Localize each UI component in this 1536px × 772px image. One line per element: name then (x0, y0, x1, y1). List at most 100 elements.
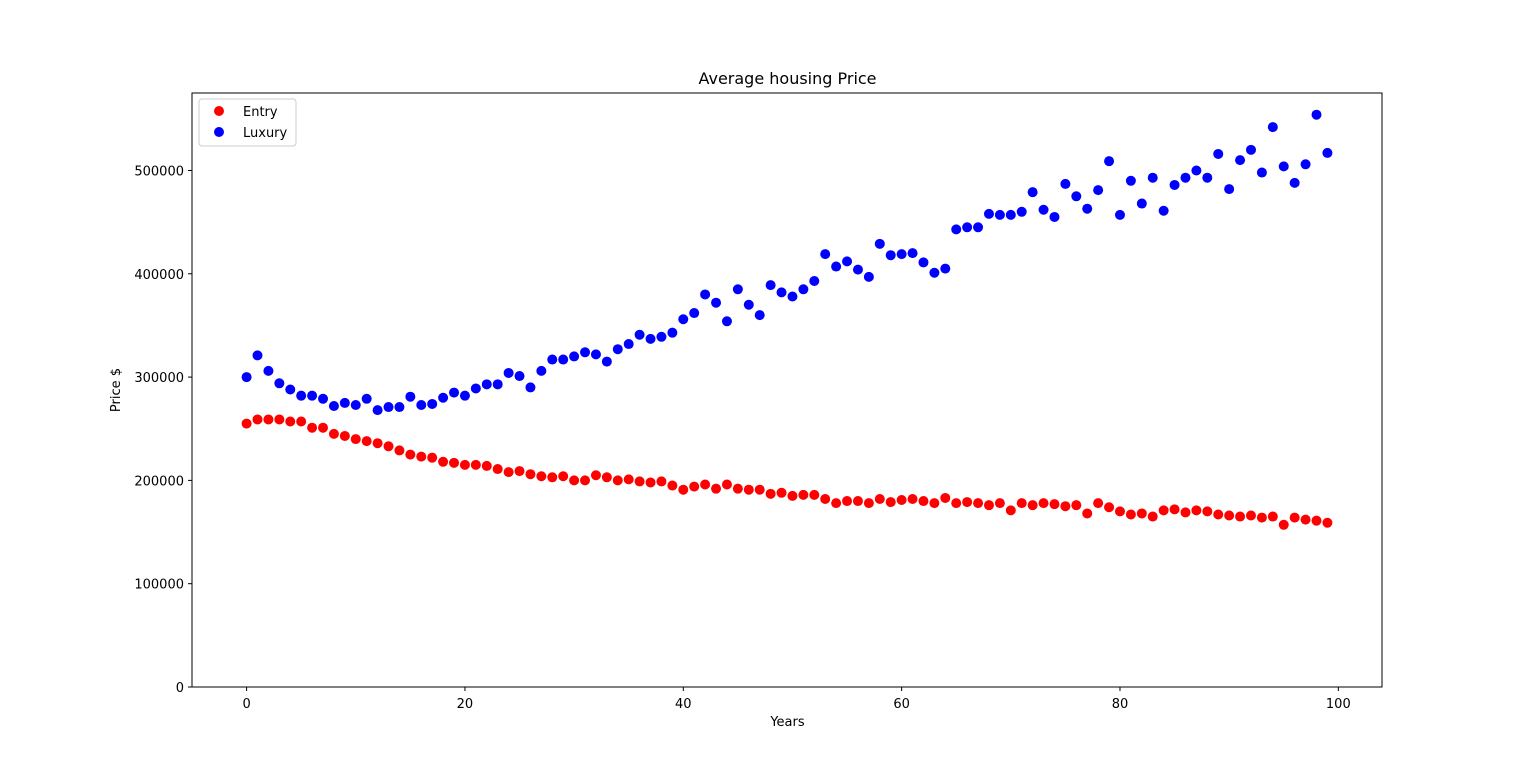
point-luxury-25 (514, 371, 525, 382)
point-entry-94 (1267, 511, 1278, 522)
point-entry-24 (503, 467, 514, 478)
x-tick-label: 60 (893, 697, 910, 712)
point-entry-39 (667, 480, 678, 491)
point-entry-62 (918, 496, 929, 507)
point-entry-12 (372, 438, 383, 449)
point-luxury-30 (569, 351, 580, 362)
point-luxury-52 (809, 276, 820, 287)
point-luxury-64 (940, 263, 951, 274)
plot-frame (191, 92, 1383, 688)
point-entry-35 (623, 474, 634, 485)
point-entry-20 (459, 459, 470, 470)
y-tick-label: 100000 (134, 578, 184, 593)
point-entry-60 (896, 495, 907, 506)
point-luxury-87 (1191, 165, 1202, 176)
point-entry-18 (438, 456, 449, 467)
point-entry-86 (1180, 507, 1191, 518)
point-entry-48 (765, 488, 776, 499)
point-luxury-20 (459, 390, 470, 401)
point-luxury-36 (634, 329, 645, 340)
point-entry-73 (1038, 498, 1049, 509)
point-luxury-73 (1038, 204, 1049, 215)
point-luxury-62 (918, 257, 929, 268)
point-luxury-63 (929, 267, 940, 278)
legend-marker-luxury (214, 127, 224, 137)
point-luxury-71 (1016, 206, 1027, 217)
point-entry-16 (416, 451, 427, 462)
point-luxury-75 (1060, 178, 1071, 189)
point-entry-47 (754, 484, 765, 495)
point-luxury-51 (798, 284, 809, 295)
y-tick-label: 500000 (134, 164, 184, 179)
point-entry-17 (427, 452, 438, 463)
point-entry-29 (558, 471, 569, 482)
point-luxury-88 (1202, 172, 1213, 183)
point-entry-40 (678, 484, 689, 495)
point-entry-92 (1245, 510, 1256, 521)
point-luxury-70 (1005, 209, 1016, 220)
point-luxury-78 (1093, 185, 1104, 196)
point-luxury-42 (700, 289, 711, 300)
point-luxury-81 (1125, 175, 1136, 186)
point-luxury-16 (416, 399, 427, 410)
point-entry-45 (732, 483, 743, 494)
point-entry-55 (842, 496, 853, 507)
point-luxury-54 (831, 261, 842, 272)
y-axis: 0 100000 200000 300000 400000 500000 (134, 164, 192, 696)
point-luxury-92 (1245, 144, 1256, 155)
point-luxury-89 (1213, 148, 1224, 159)
point-luxury-49 (776, 287, 787, 298)
point-entry-97 (1300, 514, 1311, 525)
point-entry-78 (1093, 498, 1104, 509)
point-entry-50 (787, 490, 798, 501)
point-entry-27 (536, 471, 547, 482)
point-luxury-38 (656, 331, 667, 342)
point-entry-87 (1191, 505, 1202, 516)
point-luxury-31 (580, 347, 591, 358)
point-luxury-35 (623, 339, 634, 350)
point-entry-13 (383, 441, 394, 452)
point-luxury-86 (1180, 172, 1191, 183)
point-entry-90 (1224, 510, 1235, 521)
point-entry-68 (983, 500, 994, 511)
point-entry-6 (307, 422, 318, 433)
point-entry-4 (285, 416, 296, 427)
point-entry-99 (1322, 517, 1333, 528)
point-luxury-3 (274, 378, 285, 389)
point-luxury-14 (394, 402, 405, 413)
point-entry-69 (994, 498, 1005, 509)
point-luxury-26 (525, 382, 536, 393)
point-entry-36 (634, 476, 645, 487)
point-luxury-67 (973, 222, 984, 233)
point-entry-82 (1136, 508, 1147, 519)
point-entry-74 (1049, 499, 1060, 510)
point-entry-5 (296, 416, 307, 427)
point-luxury-48 (765, 280, 776, 291)
point-entry-83 (1147, 511, 1158, 522)
point-entry-15 (405, 449, 416, 460)
x-tick-label: 40 (675, 697, 692, 712)
point-luxury-37 (645, 333, 656, 344)
point-luxury-90 (1224, 184, 1235, 195)
point-entry-95 (1278, 519, 1289, 530)
point-entry-96 (1289, 512, 1300, 523)
point-luxury-60 (896, 249, 907, 260)
point-luxury-40 (678, 314, 689, 325)
point-luxury-56 (852, 264, 863, 275)
point-luxury-80 (1114, 209, 1125, 220)
point-entry-0 (241, 418, 252, 429)
point-luxury-61 (907, 248, 918, 259)
point-entry-31 (580, 475, 591, 486)
x-tick-label: 100 (1326, 697, 1351, 712)
point-entry-59 (885, 497, 896, 508)
point-entry-64 (940, 492, 951, 503)
point-entry-54 (831, 498, 842, 509)
point-luxury-68 (983, 208, 994, 219)
point-entry-75 (1060, 501, 1071, 512)
point-luxury-23 (492, 379, 503, 390)
point-luxury-93 (1256, 167, 1267, 178)
point-luxury-4 (285, 384, 296, 395)
x-axis-label: Years (769, 715, 805, 730)
point-luxury-2 (263, 365, 274, 376)
point-luxury-17 (427, 398, 438, 409)
